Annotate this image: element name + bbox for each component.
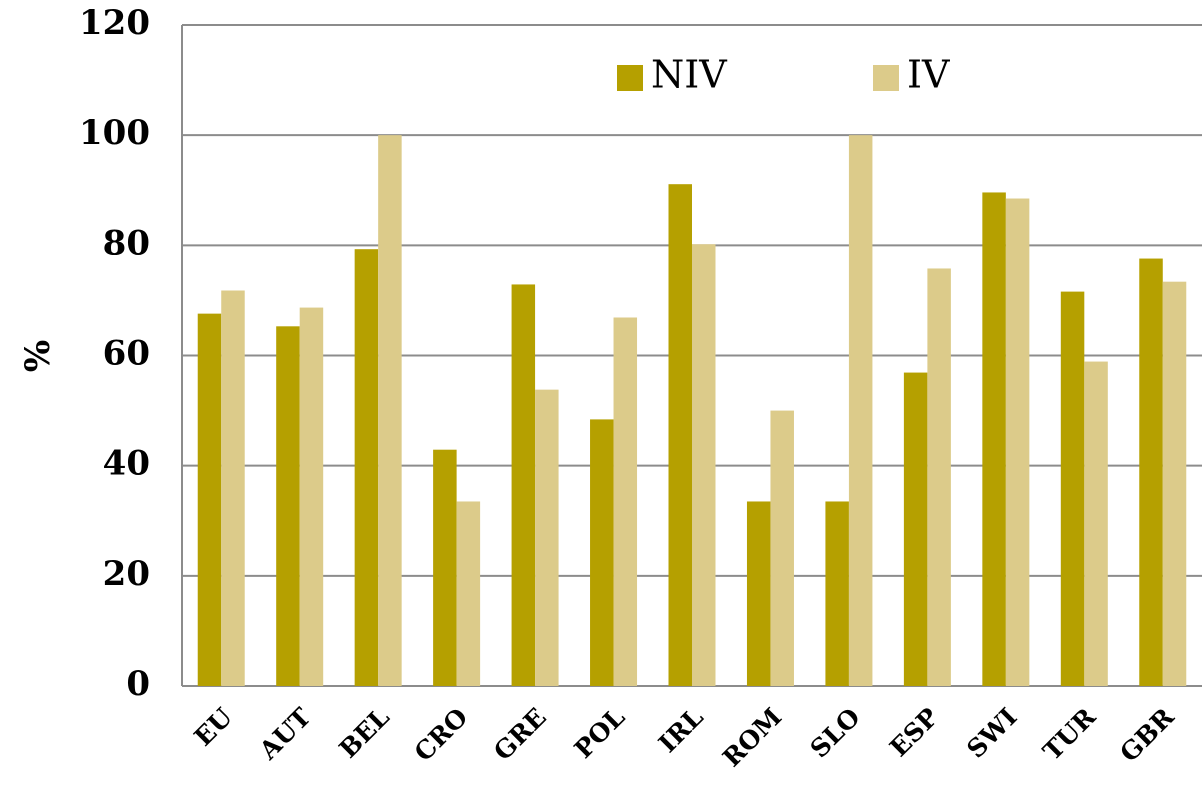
x-tick-label: GBR — [1114, 702, 1179, 767]
bar — [456, 501, 481, 686]
x-tick-label: ROM — [717, 702, 787, 772]
y-tick-label: 40 — [103, 444, 150, 484]
bar — [221, 290, 245, 686]
bar — [668, 184, 692, 686]
y-tick-label: 20 — [103, 554, 150, 594]
legend-label: IV — [907, 53, 950, 97]
bar — [770, 410, 794, 686]
x-tick-label: ESP — [884, 702, 944, 762]
x-tick-label: BEL — [334, 702, 396, 764]
legend-swatch — [873, 65, 899, 91]
x-tick-label: POL — [569, 702, 631, 764]
x-tick-label: AUT — [253, 702, 317, 766]
x-tick-label: SLO — [805, 702, 866, 763]
x-tick-label: CRO — [409, 702, 474, 767]
bar — [511, 284, 536, 686]
x-tick-label: GRE — [488, 702, 552, 766]
bar — [197, 313, 222, 686]
bar — [1084, 361, 1108, 686]
x-tick-label: EU — [189, 702, 239, 752]
y-tick-label: 60 — [103, 334, 150, 374]
bar — [1060, 291, 1085, 686]
y-tick-label: 120 — [79, 3, 150, 43]
bar — [746, 501, 771, 686]
x-tick-label: TUR — [1037, 702, 1101, 766]
bar — [1139, 258, 1163, 686]
bar — [299, 307, 324, 686]
bar — [692, 244, 716, 686]
bar — [982, 192, 1006, 686]
y-tick-label: 100 — [79, 113, 150, 153]
legend-label: NIV — [651, 53, 727, 97]
x-tick-label: SWI — [961, 702, 1022, 763]
y-axis-label: % — [18, 340, 58, 372]
x-tick-label: IRL — [653, 702, 709, 758]
bar — [354, 249, 379, 687]
bar — [276, 326, 300, 686]
bar — [825, 501, 849, 686]
y-tick-label: 80 — [103, 223, 150, 263]
bar — [433, 449, 457, 686]
bar — [535, 389, 559, 686]
bar — [848, 135, 873, 686]
bar — [378, 135, 402, 686]
legend-swatch — [617, 65, 643, 91]
bar — [613, 317, 638, 686]
bar — [903, 372, 928, 686]
bar — [1005, 198, 1030, 686]
bar — [927, 268, 951, 686]
bar — [590, 419, 614, 686]
bar — [1162, 281, 1187, 686]
y-tick-label: 0 — [126, 664, 150, 704]
